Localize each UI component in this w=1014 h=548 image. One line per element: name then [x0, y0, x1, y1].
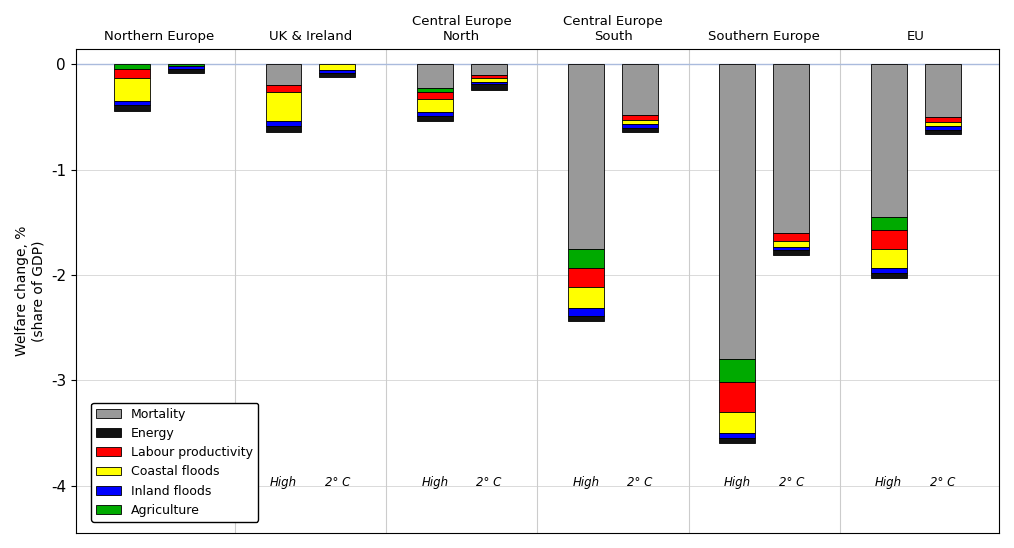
Bar [871, 267, 907, 273]
Text: 2° C: 2° C [628, 476, 653, 489]
Bar [871, 249, 907, 267]
Text: 2° C: 2° C [324, 476, 350, 489]
Bar [417, 92, 452, 99]
Bar [622, 64, 658, 115]
Text: 2° C: 2° C [476, 476, 501, 489]
Y-axis label: Welfare change, %
(share of GDP): Welfare change, % (share of GDP) [15, 226, 46, 356]
Bar [720, 433, 755, 438]
Text: High: High [724, 476, 751, 489]
Text: High: High [421, 476, 448, 489]
Bar [470, 75, 507, 78]
Text: 2° C: 2° C [779, 476, 804, 489]
Bar [925, 117, 960, 122]
Bar [319, 73, 355, 77]
Bar [720, 383, 755, 412]
Text: High: High [573, 476, 599, 489]
Bar [266, 127, 301, 132]
Bar [568, 267, 604, 287]
Bar [115, 101, 150, 105]
Bar [774, 64, 809, 233]
Bar [319, 64, 355, 70]
Bar [871, 273, 907, 278]
Bar [622, 115, 658, 120]
Bar [319, 70, 355, 73]
Bar [168, 64, 204, 66]
Bar [720, 359, 755, 383]
Bar [115, 105, 150, 111]
Bar [871, 230, 907, 249]
Bar [925, 127, 960, 130]
Bar [774, 247, 809, 250]
Bar [925, 122, 960, 127]
Bar [925, 130, 960, 134]
Bar [774, 241, 809, 247]
Text: High: High [875, 476, 902, 489]
Bar [168, 68, 204, 73]
Bar [470, 78, 507, 82]
Bar [774, 233, 809, 241]
Bar [720, 64, 755, 359]
Bar [417, 99, 452, 112]
Bar [871, 64, 907, 217]
Bar [266, 64, 301, 85]
Bar [417, 88, 452, 92]
Bar [417, 64, 452, 88]
Bar [568, 64, 604, 249]
Bar [622, 120, 658, 124]
Bar [470, 82, 507, 84]
Bar [622, 124, 658, 128]
Legend: Mortality, Energy, Labour productivity, Coastal floods, Inland floods, Agricultu: Mortality, Energy, Labour productivity, … [91, 403, 259, 522]
Bar [720, 438, 755, 443]
Bar [568, 249, 604, 267]
Text: High: High [119, 476, 146, 489]
Bar [720, 412, 755, 433]
Bar [925, 64, 960, 117]
Bar [568, 316, 604, 321]
Text: 2° C: 2° C [173, 476, 199, 489]
Bar [470, 64, 507, 75]
Bar [622, 128, 658, 132]
Bar [115, 64, 150, 68]
Text: 2° C: 2° C [930, 476, 955, 489]
Bar [470, 84, 507, 90]
Bar [568, 307, 604, 316]
Bar [871, 217, 907, 230]
Bar [168, 66, 204, 68]
Bar [417, 116, 452, 121]
Bar [266, 92, 301, 121]
Bar [417, 112, 452, 116]
Bar [568, 287, 604, 307]
Bar [115, 78, 150, 101]
Text: High: High [270, 476, 297, 489]
Bar [266, 121, 301, 127]
Bar [115, 68, 150, 78]
Bar [266, 85, 301, 92]
Bar [774, 250, 809, 255]
